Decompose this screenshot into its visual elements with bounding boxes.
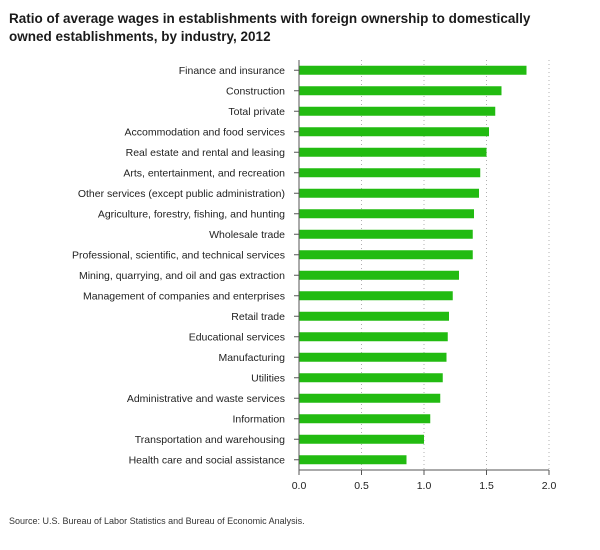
category-label: Other services (except public administra… xyxy=(78,188,285,200)
bar xyxy=(299,65,527,75)
category-label: Educational services xyxy=(189,332,285,344)
bar xyxy=(299,209,474,219)
bar xyxy=(299,86,502,96)
category-label: Administrative and waste services xyxy=(127,393,285,405)
category-label: Accommodation and food services xyxy=(125,127,286,139)
bar xyxy=(299,352,447,362)
chart-title: Ratio of average wages in establishments… xyxy=(9,11,531,44)
category-label: Wholesale trade xyxy=(209,229,285,241)
category-label: Information xyxy=(232,414,285,426)
bar xyxy=(299,291,453,301)
x-tick-label: 1.5 xyxy=(479,480,494,492)
bar xyxy=(299,393,441,403)
bar xyxy=(299,147,487,157)
bar xyxy=(299,455,407,465)
bar xyxy=(299,434,424,444)
category-label: Real estate and rental and leasing xyxy=(126,147,286,159)
category-label: Finance and insurance xyxy=(179,65,285,77)
bar xyxy=(299,373,443,383)
category-label: Utilities xyxy=(251,373,285,385)
category-labels: Finance and insurance Construction Total p… xyxy=(72,65,286,467)
bar xyxy=(299,188,479,198)
bar xyxy=(299,168,481,178)
grid-lines xyxy=(361,60,550,470)
category-label: Professional, scientific, and technical … xyxy=(72,250,285,262)
category-label: Management of companies and enterprises xyxy=(83,291,285,303)
x-tick-label: 2.0 xyxy=(542,480,557,492)
x-tick-label: 1.0 xyxy=(417,480,432,492)
category-label: Manufacturing xyxy=(218,352,285,364)
category-label: Arts, entertainment, and recreation xyxy=(123,168,285,180)
bar xyxy=(299,311,449,321)
category-label: Construction xyxy=(226,86,285,98)
category-label: Agriculture, forestry, fishing, and hunt… xyxy=(98,209,285,221)
axes xyxy=(294,60,550,475)
bar xyxy=(299,414,431,424)
bars xyxy=(299,65,527,465)
bar xyxy=(299,332,448,342)
bar xyxy=(299,127,489,137)
x-tick-labels: 0.0 0.5 1.0 1.5 2.0 xyxy=(292,480,557,492)
x-tick-label: 0.5 xyxy=(354,480,369,492)
bar xyxy=(299,106,496,116)
category-label: Total private xyxy=(228,106,285,118)
category-label: Health care and social assistance xyxy=(129,455,286,467)
category-label: Mining, quarrying, and oil and gas extra… xyxy=(79,270,285,282)
chart-source: Source: U.S. Bureau of Labor Statistics … xyxy=(9,516,305,526)
category-label: Transportation and warehousing xyxy=(135,434,285,446)
category-label: Retail trade xyxy=(231,311,285,323)
bar xyxy=(299,250,473,260)
bar xyxy=(299,229,473,239)
bar xyxy=(299,270,459,280)
x-tick-label: 0.0 xyxy=(292,480,307,492)
